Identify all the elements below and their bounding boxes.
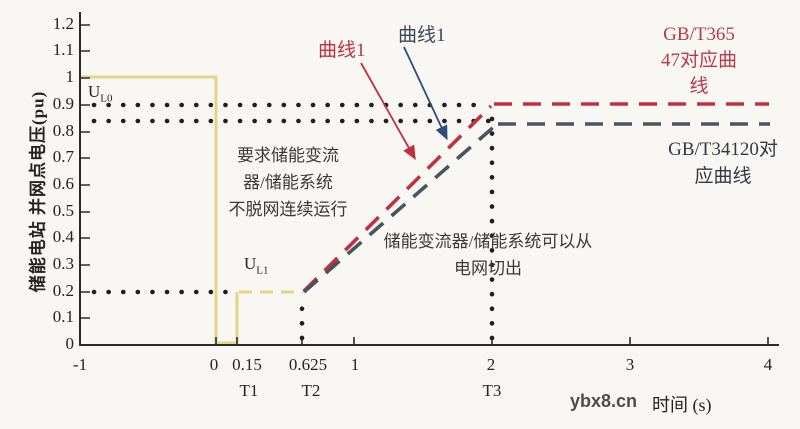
y-tick-label: 0.3 [52, 254, 74, 273]
x-axis-title: 时间 (s) [652, 395, 712, 415]
curve-gbt36547 [302, 102, 769, 293]
time-marker-t3: T3 [482, 381, 502, 400]
x-tick-label: 3 [625, 355, 635, 374]
time-marker-t1: T1 [239, 381, 259, 400]
ul1-label: UL1 [244, 254, 269, 277]
watermark: ybx8.cn [570, 391, 638, 411]
y-tick-label: 0.8 [52, 121, 74, 140]
y-tick-label: 1 [65, 67, 75, 86]
x-axis-ticks [215, 337, 769, 345]
x-tick-label: 0.625 [288, 355, 328, 374]
legend-gbt36547: GB/T365 47对应曲 线 [660, 24, 737, 97]
x-tick-label: -1 [72, 355, 88, 374]
y-axis-ticks [80, 24, 90, 319]
y-tick-label: 0.1 [52, 307, 74, 326]
curve1-dark-label: 曲线1 [398, 25, 446, 46]
y-tick-label: 1.1 [52, 40, 74, 59]
x-tick-label: 0.15 [232, 355, 262, 374]
ul0-label: UL0 [88, 82, 113, 105]
y-tick-label: 0.9 [52, 94, 74, 113]
x-tick-label: 4 [763, 355, 773, 374]
y-tick-label: 0.2 [52, 281, 74, 300]
y-tick-label: 1.2 [52, 14, 74, 33]
time-marker-t2: T2 [301, 381, 321, 400]
curve1-red-arrow [360, 62, 416, 161]
annotation-stay-connected: 要求储能变流 器/储能系统 不脱网连续运行 [228, 146, 348, 219]
legend-gbt34120: GB/T34120对 应曲线 [668, 139, 778, 187]
curve1-red-label: 曲线1 [318, 40, 366, 61]
y-tick-label: 0.4 [52, 227, 74, 246]
y-tick-label: 0.7 [52, 147, 74, 166]
y-tick-label: 0.5 [52, 201, 74, 220]
curve-gbt34120 [302, 122, 770, 294]
curve1-dark-arrow [403, 46, 448, 141]
x-tick-label: 1 [350, 355, 360, 374]
x-tick-label: 2 [486, 355, 496, 374]
dotted-reference-lines [91, 102, 495, 341]
y-tick-label: 0.6 [52, 174, 74, 193]
y-tick-label: 0 [65, 334, 75, 353]
x-tick-label: 0 [209, 355, 219, 374]
annotation-cut-out: 储能变流器/储能系统可以从 电网切出 [383, 232, 593, 278]
